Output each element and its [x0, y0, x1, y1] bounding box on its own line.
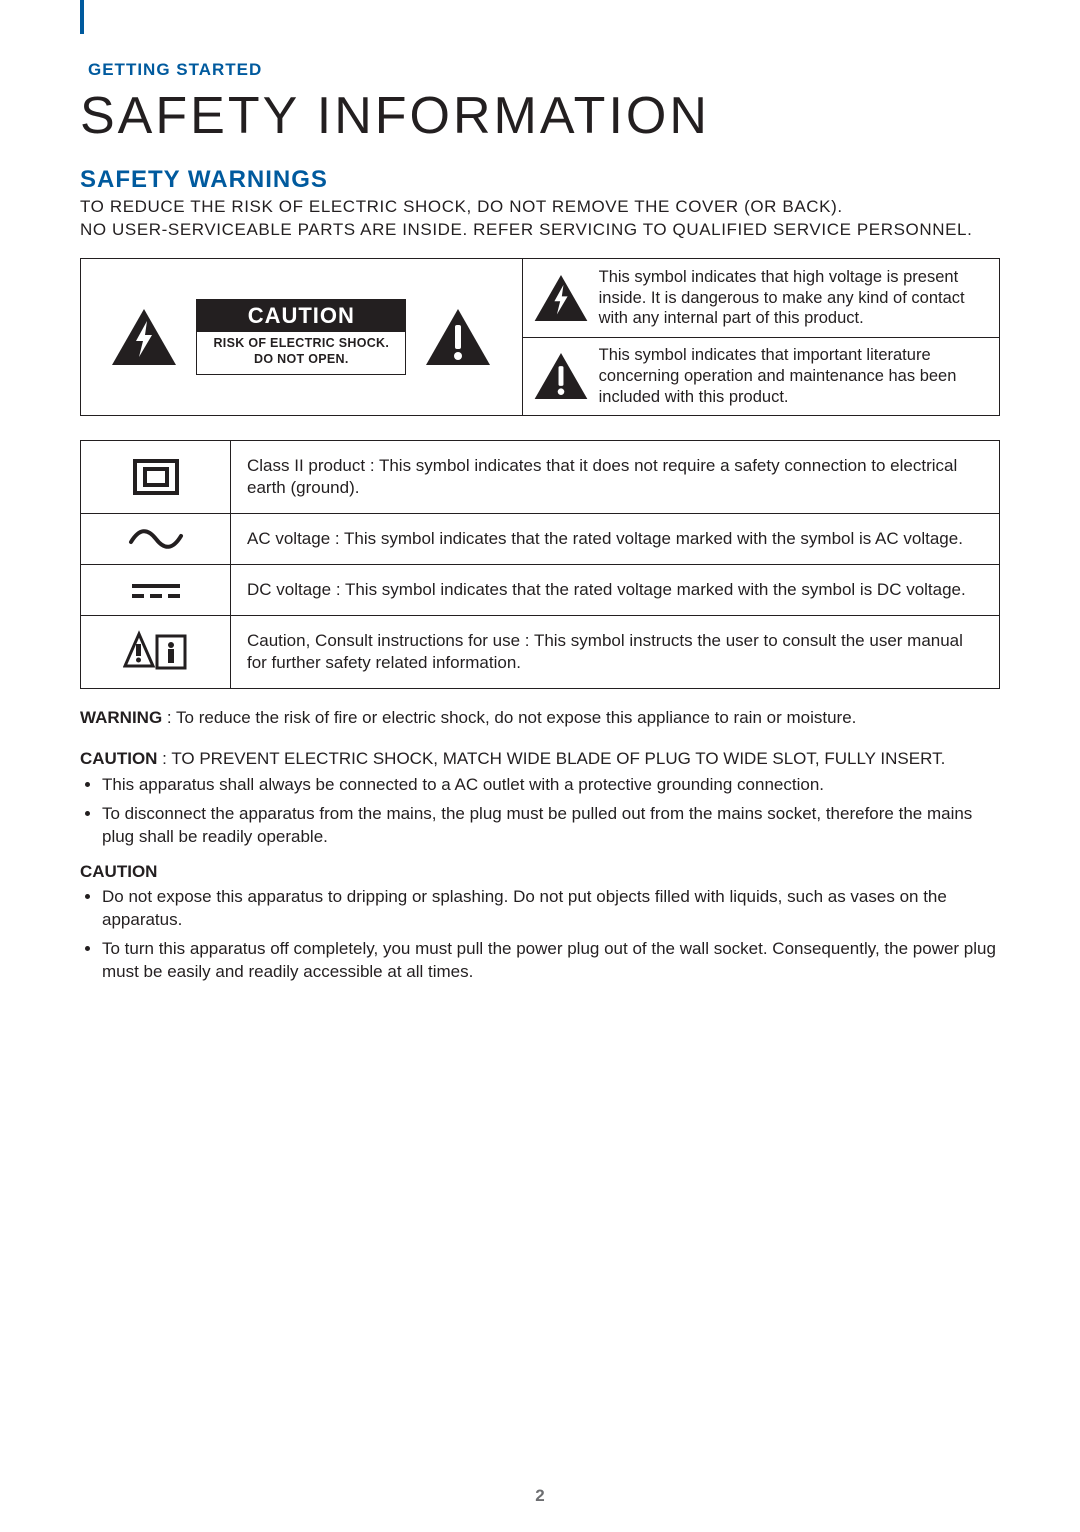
- symbol-table: Class II product : This symbol indicates…: [80, 440, 1000, 690]
- manual-page: GETTING STARTED SAFETY INFORMATION SAFET…: [0, 0, 1080, 1532]
- safety-warnings-heading: SAFETY WARNINGS: [80, 166, 1000, 194]
- intro-line-2: NO USER-SERVICEABLE PARTS ARE INSIDE. RE…: [80, 219, 1000, 242]
- caution-box-lines: RISK OF ELECTRIC SHOCK. DO NOT OPEN.: [197, 332, 405, 367]
- warning-paragraph: WARNING : To reduce the risk of fire or …: [80, 707, 1000, 729]
- consult-manual-icon: [81, 616, 231, 689]
- exclamation-triangle-icon: [533, 351, 589, 401]
- list-item: To disconnect the apparatus from the mai…: [102, 803, 1000, 849]
- caution-paragraph: CAUTION : TO PREVENT ELECTRIC SHOCK, MAT…: [80, 748, 1000, 770]
- caution-heading: CAUTION: [80, 862, 1000, 882]
- warning-text: : To reduce the risk of fire or electric…: [162, 708, 856, 727]
- table-row: Class II product : This symbol indicates…: [81, 440, 1000, 513]
- caution-text: : TO PREVENT ELECTRIC SHOCK, MATCH WIDE …: [157, 749, 945, 768]
- caution-right-row-0: This symbol indicates that high voltage …: [523, 259, 999, 337]
- caution-right-row-1: This symbol indicates that important lit…: [523, 337, 999, 415]
- lightning-triangle-icon: [533, 273, 589, 323]
- lightning-triangle-icon: [110, 307, 178, 367]
- table-row: Caution, Consult instructions for use : …: [81, 616, 1000, 689]
- caution-center-box: CAUTION RISK OF ELECTRIC SHOCK. DO NOT O…: [196, 299, 406, 374]
- class2-icon: [81, 440, 231, 513]
- list-item: To turn this apparatus off completely, y…: [102, 938, 1000, 984]
- bullet-list-1: This apparatus shall always be connected…: [80, 774, 1000, 849]
- symbol-desc-0: Class II product : This symbol indicates…: [231, 440, 1000, 513]
- bullet-list-2: Do not expose this apparatus to dripping…: [80, 886, 1000, 984]
- header-tick: [80, 0, 84, 34]
- page-number: 2: [0, 1486, 1080, 1506]
- dc-voltage-icon: [81, 565, 231, 616]
- caution-label: CAUTION: [80, 749, 157, 768]
- caution-box-title: CAUTION: [197, 300, 405, 332]
- table-row: AC voltage : This symbol indicates that …: [81, 514, 1000, 565]
- list-item: This apparatus shall always be connected…: [102, 774, 1000, 797]
- warning-label: WARNING: [80, 708, 162, 727]
- ac-voltage-icon: [81, 514, 231, 565]
- intro-line-1: TO REDUCE THE RISK OF ELECTRIC SHOCK, DO…: [80, 196, 1000, 219]
- page-title: SAFETY INFORMATION: [80, 86, 1000, 146]
- section-label: GETTING STARTED: [88, 60, 1000, 80]
- exclamation-triangle-icon: [424, 307, 492, 367]
- table-row: DC voltage : This symbol indicates that …: [81, 565, 1000, 616]
- list-item: Do not expose this apparatus to dripping…: [102, 886, 1000, 932]
- caution-right-text-1: This symbol indicates that important lit…: [599, 345, 989, 407]
- caution-right-text-0: This symbol indicates that high voltage …: [599, 267, 989, 329]
- caution-panel-left: CAUTION RISK OF ELECTRIC SHOCK. DO NOT O…: [81, 259, 522, 415]
- symbol-desc-1: AC voltage : This symbol indicates that …: [231, 514, 1000, 565]
- caution-box-line2: DO NOT OPEN.: [201, 352, 401, 368]
- caution-box-line1: RISK OF ELECTRIC SHOCK.: [201, 336, 401, 352]
- caution-panel-right: This symbol indicates that high voltage …: [522, 259, 999, 415]
- caution-panel: CAUTION RISK OF ELECTRIC SHOCK. DO NOT O…: [80, 258, 1000, 416]
- symbol-desc-3: Caution, Consult instructions for use : …: [231, 616, 1000, 689]
- symbol-desc-2: DC voltage : This symbol indicates that …: [231, 565, 1000, 616]
